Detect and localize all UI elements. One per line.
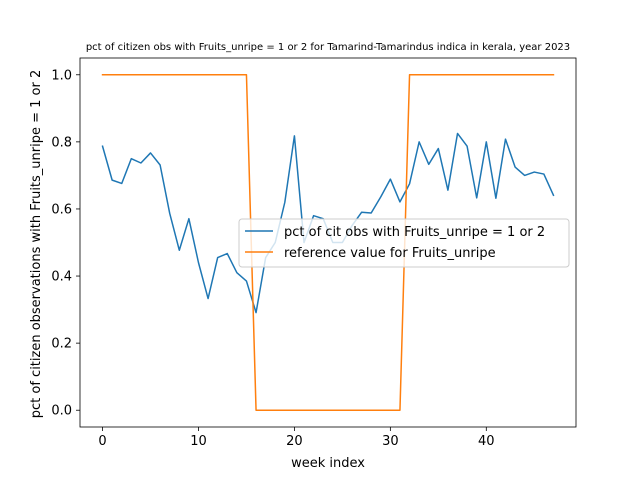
y-axis-ticks: 0.0 0.2 0.4 0.6 0.8 1.0 bbox=[51, 68, 80, 419]
y-tick-label: 0.4 bbox=[51, 270, 72, 285]
axes-frame bbox=[79, 57, 577, 428]
legend-box bbox=[238, 218, 570, 268]
x-tick-label: 10 bbox=[190, 434, 207, 449]
x-tick-label: 0 bbox=[98, 434, 106, 449]
y-tick-label: 0.2 bbox=[51, 337, 72, 352]
x-axis-ticks: 0 10 20 30 40 bbox=[98, 427, 495, 449]
x-tick-label: 20 bbox=[286, 434, 303, 449]
chart-title: pct of citizen obs with Fruits_unripe = … bbox=[86, 42, 570, 53]
y-axis-label: pct of citizen observations with Fruits_… bbox=[29, 70, 44, 419]
legend: pct of cit obs with Fruits_unripe = 1 or… bbox=[238, 218, 570, 268]
x-tick-label: 30 bbox=[382, 434, 399, 449]
y-tick-label: 0.8 bbox=[51, 135, 72, 150]
legend-label-2: reference value for Fruits_unripe bbox=[284, 246, 496, 261]
y-tick-label: 1.0 bbox=[51, 68, 72, 83]
y-tick-label: 0.0 bbox=[51, 404, 72, 419]
legend-label-1: pct of cit obs with Fruits_unripe = 1 or… bbox=[284, 225, 545, 240]
axes bbox=[79, 57, 577, 428]
y-tick-label: 0.6 bbox=[51, 202, 72, 217]
x-axis-label: week index bbox=[291, 456, 365, 471]
series-line-2 bbox=[101, 74, 555, 411]
x-tick-label: 40 bbox=[478, 434, 495, 449]
